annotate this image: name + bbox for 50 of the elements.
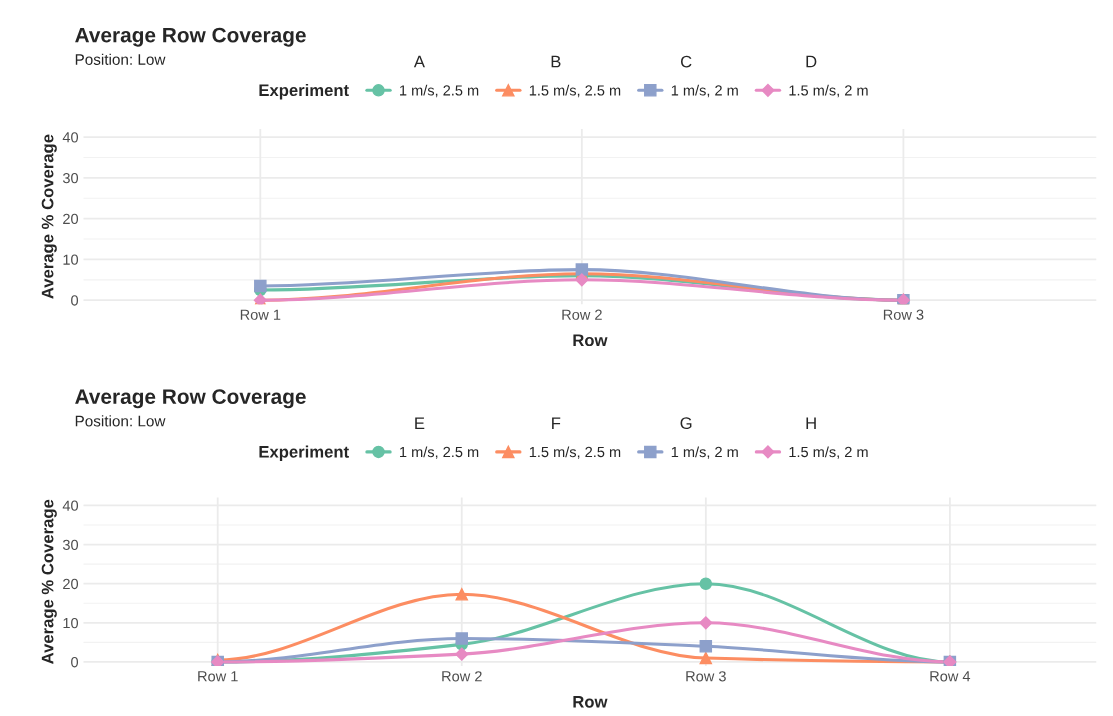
chart-subtitle: Position: Low (75, 415, 166, 427)
text: H (806, 417, 816, 429)
legend-title: Experiment (259, 445, 349, 461)
y-axis-title: Average % Coverage (41, 134, 57, 299)
point (699, 640, 713, 653)
legend-title: Experiment (259, 83, 349, 100)
legend-label: 1 m/s, 2.5 m (400, 446, 479, 459)
y-tick-label: 40 (62, 500, 79, 511)
chart-title: Average Row Coverage (75, 389, 306, 409)
legend-label: 1.5 m/s, 2 m (789, 84, 868, 98)
x-tick-label: Row 3 (686, 671, 726, 682)
text: F (552, 417, 561, 429)
x-axis-title: Row (573, 696, 608, 708)
legend-label: 1.5 m/s, 2.5 m (529, 446, 621, 459)
y-tick-label: 0 (71, 295, 79, 306)
point (455, 588, 469, 601)
y-axis-title: Average % Coverage (41, 499, 57, 664)
point (699, 577, 713, 590)
x-tick-label: Row 3 (883, 309, 924, 320)
text: B (551, 55, 561, 68)
legend-label: 1.5 m/s, 2 m (789, 446, 868, 459)
y-tick-label: 30 (62, 172, 79, 184)
legend-label: 1 m/s, 2 m (671, 84, 738, 98)
legend-label: 1.5 m/s, 2.5 m (529, 84, 621, 98)
x-axis-title: Row (573, 334, 608, 347)
text: E (415, 417, 425, 429)
point (455, 632, 469, 645)
x-tick-label: Row 1 (240, 309, 281, 320)
y-tick-label: 20 (63, 213, 79, 225)
text: A (413, 55, 425, 68)
point (455, 647, 469, 661)
text: C (680, 55, 692, 68)
y-tick-label: 10 (63, 617, 79, 629)
y-tick-label: 10 (63, 254, 79, 265)
text: G (680, 417, 692, 430)
legend-label: 1 m/s, 2 m (671, 446, 738, 459)
y-tick-label: 30 (62, 539, 79, 550)
point (699, 651, 713, 665)
x-tick-label: Row 4 (930, 671, 971, 682)
text: D (806, 55, 817, 68)
x-tick-label: Row 2 (562, 309, 602, 320)
y-tick-label: 20 (63, 578, 79, 590)
x-tick-label: Row 1 (198, 671, 238, 682)
chart-subtitle: Position: Low (75, 53, 166, 65)
chart-title: Average Row Coverage (75, 27, 306, 47)
x-tick-label: Row 2 (442, 671, 482, 682)
y-tick-label: 40 (62, 132, 79, 143)
legend-label: 1 m/s, 2.5 m (400, 84, 479, 98)
y-tick-label: 0 (71, 657, 79, 668)
point (699, 616, 713, 630)
